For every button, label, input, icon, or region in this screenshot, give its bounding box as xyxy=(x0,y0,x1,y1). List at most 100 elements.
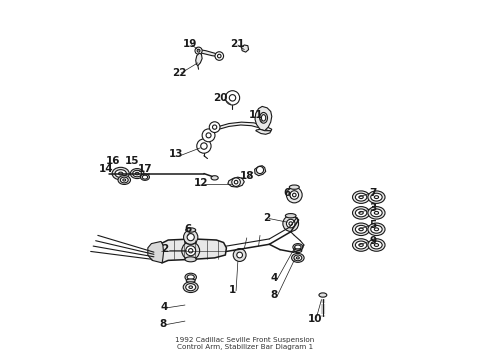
Circle shape xyxy=(189,249,193,253)
Text: 16: 16 xyxy=(105,157,120,166)
Ellipse shape xyxy=(368,223,385,235)
Polygon shape xyxy=(256,129,270,134)
Ellipse shape xyxy=(368,207,385,219)
Text: 1992 Cadillac Seville Front Suspension
Control Arm, Stabilizer Bar Diagram 1: 1992 Cadillac Seville Front Suspension C… xyxy=(175,337,315,350)
Polygon shape xyxy=(159,239,226,263)
Text: 21: 21 xyxy=(231,39,245,49)
Text: 2: 2 xyxy=(263,212,270,222)
Text: 1: 1 xyxy=(229,285,236,295)
Ellipse shape xyxy=(374,228,379,231)
Ellipse shape xyxy=(352,191,369,203)
Ellipse shape xyxy=(130,168,144,179)
Circle shape xyxy=(182,242,199,260)
Circle shape xyxy=(206,133,211,138)
Ellipse shape xyxy=(262,114,266,121)
Ellipse shape xyxy=(352,239,369,251)
Ellipse shape xyxy=(371,241,382,249)
Ellipse shape xyxy=(359,228,363,231)
Ellipse shape xyxy=(374,211,379,214)
Ellipse shape xyxy=(374,244,379,247)
Text: 13: 13 xyxy=(169,149,183,159)
Circle shape xyxy=(201,143,207,149)
Text: 11: 11 xyxy=(249,110,264,120)
Text: 6: 6 xyxy=(283,188,291,198)
Ellipse shape xyxy=(185,273,196,281)
Text: 6: 6 xyxy=(184,224,192,234)
Ellipse shape xyxy=(352,207,369,219)
Ellipse shape xyxy=(371,193,382,201)
Circle shape xyxy=(215,52,223,60)
Ellipse shape xyxy=(121,177,128,183)
Ellipse shape xyxy=(189,286,193,288)
Text: 2: 2 xyxy=(161,244,169,253)
Circle shape xyxy=(187,234,194,241)
Ellipse shape xyxy=(355,241,367,249)
Ellipse shape xyxy=(186,279,195,283)
Circle shape xyxy=(195,47,202,54)
Ellipse shape xyxy=(112,167,129,180)
Circle shape xyxy=(287,219,295,228)
Text: 12: 12 xyxy=(194,178,208,188)
Text: 7: 7 xyxy=(369,188,377,198)
Circle shape xyxy=(225,91,240,105)
Circle shape xyxy=(256,166,264,174)
Circle shape xyxy=(237,252,243,258)
Circle shape xyxy=(209,122,220,132)
Polygon shape xyxy=(255,166,266,176)
Polygon shape xyxy=(198,50,220,57)
Ellipse shape xyxy=(294,255,302,261)
Circle shape xyxy=(218,54,221,58)
Circle shape xyxy=(197,49,200,52)
Ellipse shape xyxy=(119,172,123,175)
Ellipse shape xyxy=(123,179,126,181)
Text: 14: 14 xyxy=(99,163,114,174)
Circle shape xyxy=(229,95,236,101)
Ellipse shape xyxy=(292,253,304,262)
Ellipse shape xyxy=(359,244,363,247)
Circle shape xyxy=(234,180,238,184)
Circle shape xyxy=(289,222,293,225)
Ellipse shape xyxy=(135,172,139,175)
Ellipse shape xyxy=(371,209,382,217)
Text: 17: 17 xyxy=(138,164,152,174)
Ellipse shape xyxy=(368,239,385,251)
Text: 8: 8 xyxy=(159,319,167,329)
Ellipse shape xyxy=(368,191,385,203)
Text: 9: 9 xyxy=(369,236,376,246)
Circle shape xyxy=(283,216,298,231)
Ellipse shape xyxy=(374,196,379,199)
Ellipse shape xyxy=(187,275,194,279)
Circle shape xyxy=(186,246,196,256)
Text: 10: 10 xyxy=(307,314,322,324)
Text: 4: 4 xyxy=(270,273,278,283)
Ellipse shape xyxy=(355,225,367,233)
Ellipse shape xyxy=(185,239,196,244)
Circle shape xyxy=(197,139,211,153)
Ellipse shape xyxy=(211,176,218,180)
Ellipse shape xyxy=(355,193,367,201)
Ellipse shape xyxy=(185,257,196,262)
Circle shape xyxy=(287,187,302,203)
Ellipse shape xyxy=(359,196,363,199)
Polygon shape xyxy=(196,53,202,66)
Ellipse shape xyxy=(294,245,301,249)
Circle shape xyxy=(213,125,217,129)
Text: 20: 20 xyxy=(214,93,228,103)
Circle shape xyxy=(232,178,241,186)
Text: 18: 18 xyxy=(240,171,254,181)
Ellipse shape xyxy=(285,213,296,218)
Ellipse shape xyxy=(186,228,196,232)
Ellipse shape xyxy=(371,225,382,233)
Text: 3: 3 xyxy=(369,203,376,213)
Text: 19: 19 xyxy=(182,39,197,49)
Polygon shape xyxy=(148,242,164,263)
Ellipse shape xyxy=(186,284,196,291)
Text: 4: 4 xyxy=(160,302,168,312)
Text: 8: 8 xyxy=(270,290,278,300)
Ellipse shape xyxy=(115,170,126,177)
Ellipse shape xyxy=(260,112,268,123)
Circle shape xyxy=(290,191,298,199)
Ellipse shape xyxy=(355,209,367,217)
Circle shape xyxy=(202,129,215,142)
Ellipse shape xyxy=(141,174,149,180)
